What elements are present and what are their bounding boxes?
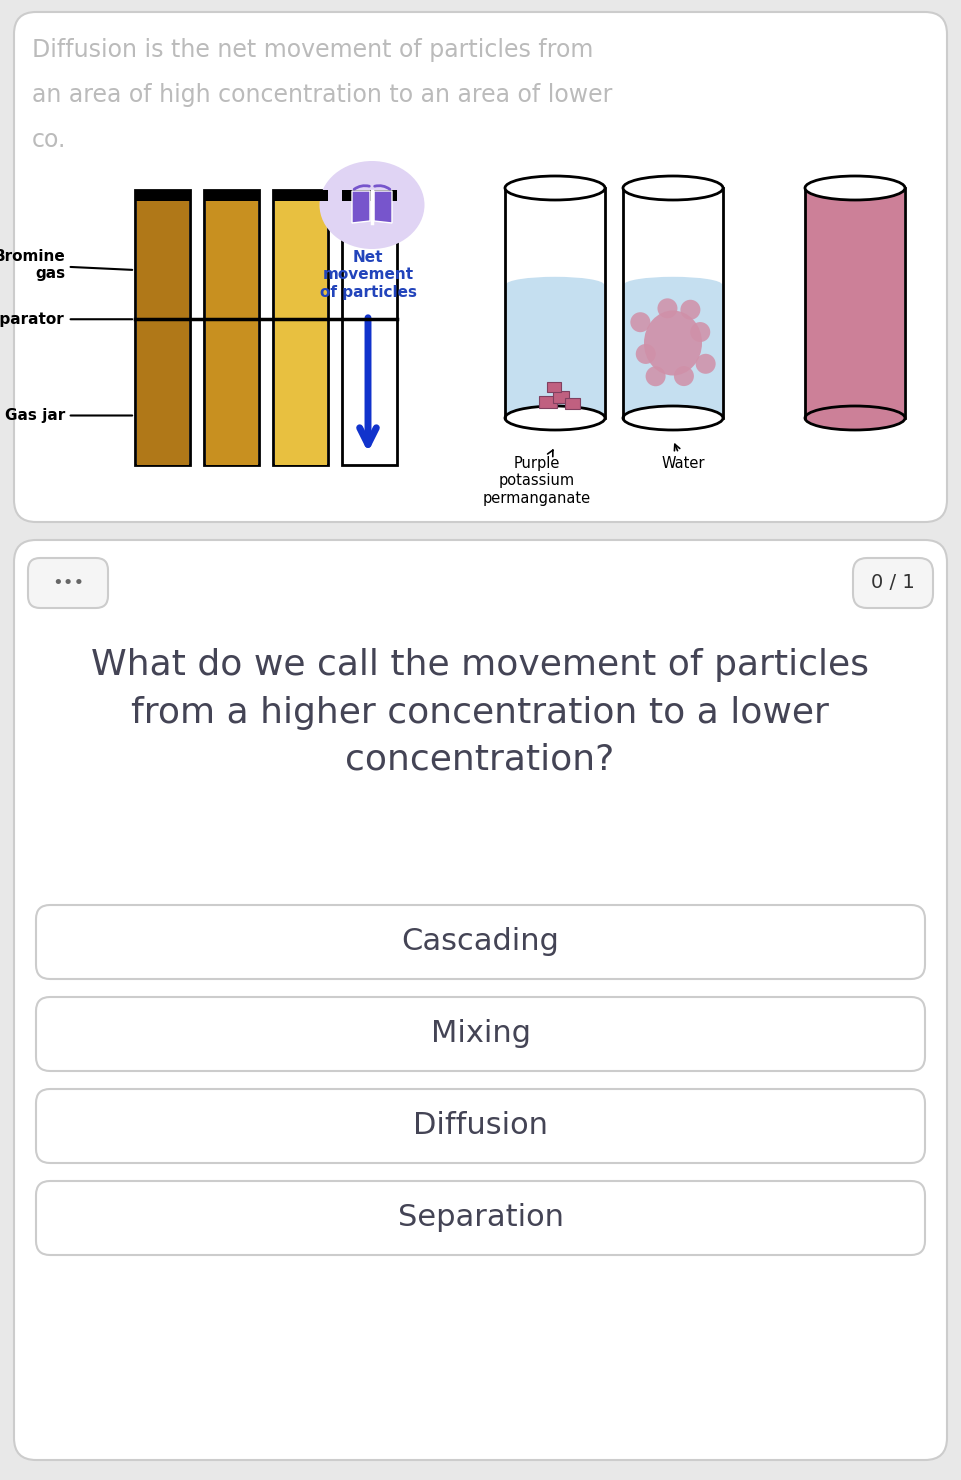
Ellipse shape xyxy=(623,406,723,431)
Bar xyxy=(505,188,605,417)
Bar xyxy=(204,189,259,201)
Text: Net
movement
of particles: Net movement of particles xyxy=(319,250,416,300)
Text: Water: Water xyxy=(661,444,704,471)
Bar xyxy=(204,189,259,465)
FancyBboxPatch shape xyxy=(36,904,925,978)
Bar xyxy=(506,284,604,417)
Text: Bromine
gas: Bromine gas xyxy=(0,249,133,281)
Text: Diffusion: Diffusion xyxy=(413,1111,548,1141)
Bar xyxy=(565,398,580,408)
Bar xyxy=(343,191,396,237)
FancyBboxPatch shape xyxy=(36,1181,925,1255)
Bar xyxy=(806,191,904,417)
Text: Separation: Separation xyxy=(398,1203,563,1233)
Bar xyxy=(342,189,397,465)
Text: Mixing: Mixing xyxy=(431,1020,530,1048)
Bar xyxy=(805,188,905,417)
Bar xyxy=(135,189,190,201)
Ellipse shape xyxy=(646,366,666,386)
Bar xyxy=(624,284,722,417)
Ellipse shape xyxy=(806,182,904,198)
Text: Separator: Separator xyxy=(0,312,133,327)
Text: •••: ••• xyxy=(52,574,85,592)
Bar xyxy=(539,397,557,408)
Bar xyxy=(206,191,258,465)
Text: What do we call the movement of particles
from a higher concentration to a lower: What do we call the movement of particle… xyxy=(91,648,869,777)
Polygon shape xyxy=(352,191,370,223)
Bar xyxy=(547,382,561,392)
Bar xyxy=(273,189,328,465)
FancyBboxPatch shape xyxy=(28,558,108,608)
Text: Cascading: Cascading xyxy=(402,928,559,956)
Bar xyxy=(135,189,190,465)
Polygon shape xyxy=(374,191,392,223)
Bar xyxy=(342,189,397,201)
Ellipse shape xyxy=(624,277,722,293)
FancyBboxPatch shape xyxy=(36,1089,925,1163)
Text: co.: co. xyxy=(32,127,66,152)
Text: 0 / 1: 0 / 1 xyxy=(871,573,915,592)
Text: Diffusion is the net movement of particles from: Diffusion is the net movement of particl… xyxy=(32,38,593,62)
Ellipse shape xyxy=(636,343,655,364)
Ellipse shape xyxy=(505,406,605,431)
Ellipse shape xyxy=(674,366,694,386)
Text: Gas jar: Gas jar xyxy=(5,408,133,423)
Ellipse shape xyxy=(696,354,716,374)
FancyBboxPatch shape xyxy=(14,540,947,1459)
FancyBboxPatch shape xyxy=(36,998,925,1072)
FancyBboxPatch shape xyxy=(14,12,947,522)
Bar xyxy=(553,391,569,403)
Ellipse shape xyxy=(657,299,678,318)
Ellipse shape xyxy=(644,311,702,376)
Text: an area of high concentration to an area of lower: an area of high concentration to an area… xyxy=(32,83,612,107)
Ellipse shape xyxy=(680,300,701,320)
Bar xyxy=(273,189,328,201)
Ellipse shape xyxy=(506,277,604,293)
Ellipse shape xyxy=(505,176,605,200)
Ellipse shape xyxy=(319,161,425,249)
Bar xyxy=(623,188,723,417)
Bar xyxy=(275,191,327,465)
Ellipse shape xyxy=(630,312,651,332)
Ellipse shape xyxy=(623,176,723,200)
Ellipse shape xyxy=(690,323,710,342)
Bar xyxy=(136,191,188,465)
Text: Purple
potassium
permanganate: Purple potassium permanganate xyxy=(483,450,591,506)
FancyBboxPatch shape xyxy=(853,558,933,608)
Ellipse shape xyxy=(805,176,905,200)
Ellipse shape xyxy=(805,406,905,431)
